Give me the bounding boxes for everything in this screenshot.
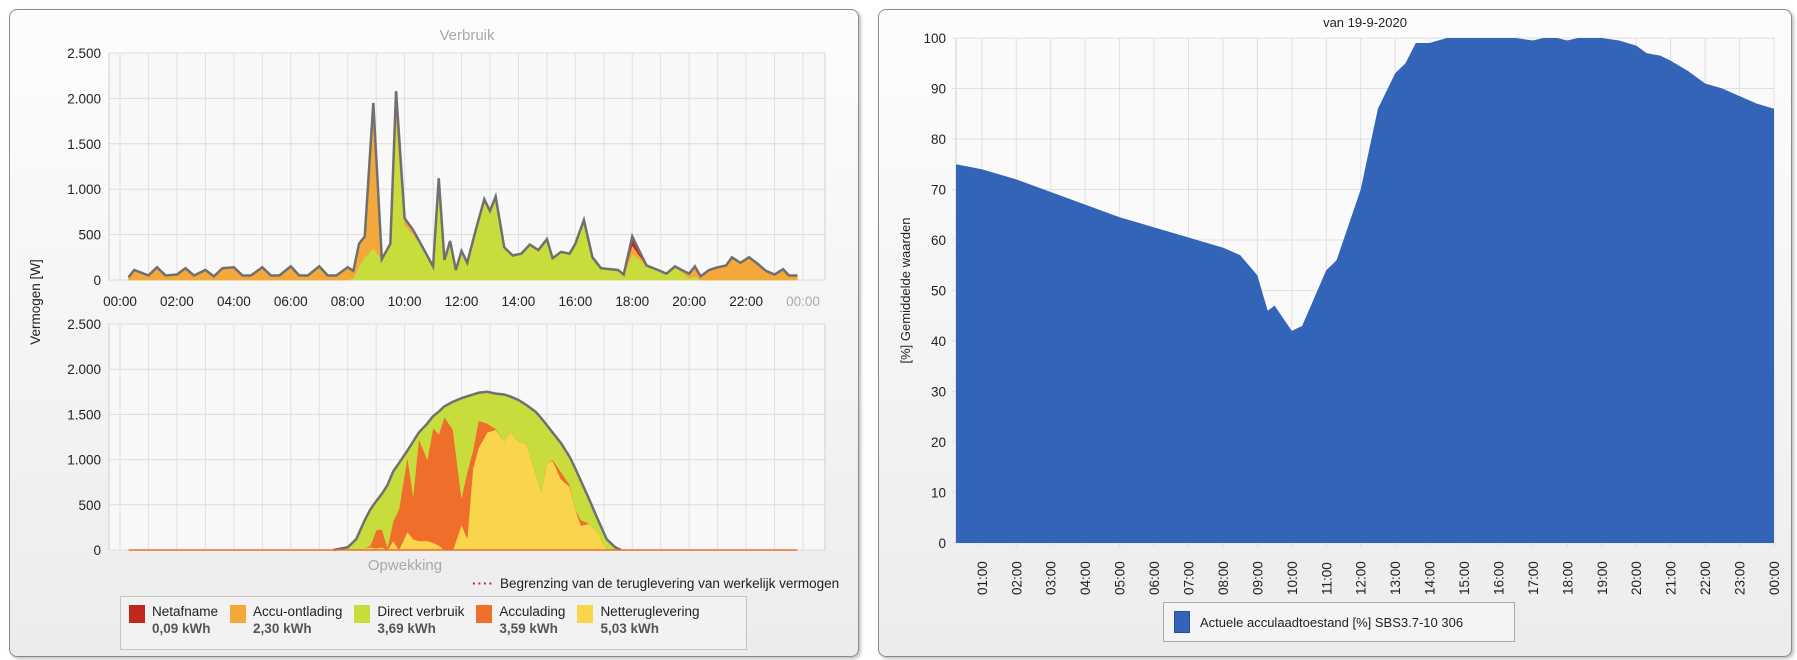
- area-battery-soc: [956, 38, 1774, 543]
- x-tick-label: 02:00: [1009, 561, 1024, 595]
- y-tick-label: 40: [931, 334, 946, 349]
- y-tick-label: 20: [931, 435, 946, 450]
- x-tick-label: 18:00: [615, 294, 649, 309]
- x-tick-label: 08:00: [1216, 561, 1231, 595]
- legend-value: 5,03 kWh: [600, 621, 659, 636]
- y-tick-label: 500: [78, 228, 101, 243]
- y-tick-label: 100: [923, 31, 946, 46]
- energy-legend: Netafname 0,09 kWh Accu-ontlading 2,30 kWh…: [120, 596, 747, 650]
- legend-value: 3,59 kWh: [499, 621, 558, 636]
- y-axis-title: Vermogen [W]: [28, 259, 43, 345]
- dotted-line-icon: ····: [472, 576, 494, 591]
- x-tick-label: 06:00: [274, 294, 308, 309]
- total-line: [333, 390, 622, 552]
- x-tick-label: 16:00: [558, 294, 592, 309]
- x-tick-label: 22:00: [729, 294, 763, 309]
- legend-swatch: [1174, 611, 1190, 633]
- x-tick-label: 15:00: [1457, 561, 1472, 595]
- y-tick-label: 1.500: [67, 407, 101, 422]
- y-tick-label: 1.000: [67, 453, 101, 468]
- y-tick-label: 2.000: [67, 91, 101, 106]
- x-tick-label: 13:00: [1388, 561, 1403, 595]
- x-tick-label: 20:00: [672, 294, 706, 309]
- feed-in-limit-label: Begrenzing van de teruglevering van werk…: [499, 576, 840, 591]
- x-tick-label: 14:00: [1423, 561, 1438, 595]
- x-tick-label: 04:00: [217, 294, 251, 309]
- x-tick-label: 12:00: [1354, 561, 1369, 595]
- x-tick-label: 00:00: [1767, 561, 1782, 595]
- y-tick-label: 2.500: [67, 317, 101, 332]
- feed-in-limit-note: ···· Begrenzing van de teruglevering van …: [472, 576, 839, 591]
- y-tick-label: 0: [93, 273, 101, 288]
- y-tick-label: 50: [931, 284, 946, 299]
- x-tick-label: 19:00: [1595, 561, 1610, 595]
- y-axis-title: [%] Gemiddelde waarden: [898, 218, 913, 364]
- legend-label: Actuele acculaadtoestand [%] SBS3.7-10 3…: [1200, 614, 1464, 630]
- x-tick-label: 08:00: [331, 294, 365, 309]
- legend-value: 2,30 kWh: [253, 621, 312, 636]
- y-tick-label: 0: [93, 543, 101, 558]
- y-tick-label: 80: [931, 132, 946, 147]
- y-tick-label: 500: [78, 498, 101, 513]
- y-tick-label: 60: [931, 233, 946, 248]
- legend-item-netafname[interactable]: Netafname 0,09 kWh: [121, 597, 218, 649]
- x-tick-label: 07:00: [1181, 561, 1196, 595]
- x-tick-label: 06:00: [1147, 561, 1162, 595]
- x-tick-label: 05:00: [1113, 561, 1128, 595]
- x-tick-label: 10:00: [1285, 561, 1300, 595]
- y-tick-label: 90: [931, 82, 946, 97]
- total-line: [127, 91, 798, 279]
- y-tick-label: 1.000: [67, 182, 101, 197]
- legend-label: Direct verbruik: [377, 604, 465, 619]
- y-tick-label: 2.500: [67, 46, 101, 61]
- legend-swatch: [476, 605, 493, 623]
- x-tick-label: 12:00: [445, 294, 479, 309]
- x-tick-label: 20:00: [1629, 561, 1644, 595]
- x-tick-label: 16:00: [1491, 561, 1506, 595]
- x-tick-label: 02:00: [160, 294, 194, 309]
- legend-item-direct-verbruik[interactable]: Direct verbruik 3,69 kWh: [346, 597, 464, 649]
- x-tick-label: 18:00: [1560, 561, 1575, 595]
- x-tick-label: 10:00: [388, 294, 422, 309]
- x-tick-label: 23:00: [1733, 561, 1748, 595]
- legend-label: Netteruglevering: [600, 604, 700, 619]
- legend-swatch: [230, 605, 247, 623]
- legend-label: Acculading: [499, 604, 566, 619]
- chart-title: Verbruik: [439, 27, 495, 44]
- legend-value: 0,09 kWh: [152, 621, 211, 636]
- legend-swatch: [129, 605, 145, 623]
- x-tick-label: 04:00: [1078, 561, 1093, 595]
- y-tick-label: 70: [931, 183, 946, 198]
- legend-value: 3,69 kWh: [377, 621, 436, 636]
- x-tick-label: 01:00: [975, 561, 990, 595]
- y-tick-label: 2.000: [67, 362, 101, 377]
- y-tick-label: 10: [931, 486, 946, 501]
- x-tick-label: 14:00: [502, 294, 536, 309]
- y-tick-label: 30: [931, 385, 946, 400]
- soc-legend: Actuele acculaadtoestand [%] SBS3.7-10 3…: [1163, 602, 1515, 642]
- y-tick-label: 0: [938, 536, 946, 551]
- x-tick-label: 00:00: [103, 294, 137, 309]
- x-tick-label: 03:00: [1044, 561, 1059, 595]
- legend-label: Netafname: [152, 604, 219, 619]
- x-tick-label: 00:00: [786, 294, 820, 309]
- x-tick-label: 22:00: [1698, 561, 1713, 595]
- legend-label: Accu-ontlading: [253, 604, 343, 619]
- legend-swatch: [354, 605, 371, 623]
- x-tick-label: 11:00: [1319, 562, 1334, 595]
- legend-item-acculading[interactable]: Acculading 3,59 kWh: [468, 597, 565, 649]
- legend-swatch: [577, 605, 594, 623]
- x-tick-label: 17:00: [1526, 561, 1541, 595]
- chart-title: Opwekking: [368, 557, 442, 574]
- legend-item-accu-ontlading[interactable]: Accu-ontlading 2,30 kWh: [222, 597, 342, 649]
- legend-item-netteruglevering[interactable]: Netteruglevering 5,03 kWh: [569, 597, 700, 649]
- x-tick-label: 09:00: [1250, 561, 1265, 595]
- x-tick-label: 21:00: [1664, 561, 1679, 595]
- y-tick-label: 1.500: [67, 137, 101, 152]
- chart-title: van 19-9-2020: [1323, 15, 1407, 30]
